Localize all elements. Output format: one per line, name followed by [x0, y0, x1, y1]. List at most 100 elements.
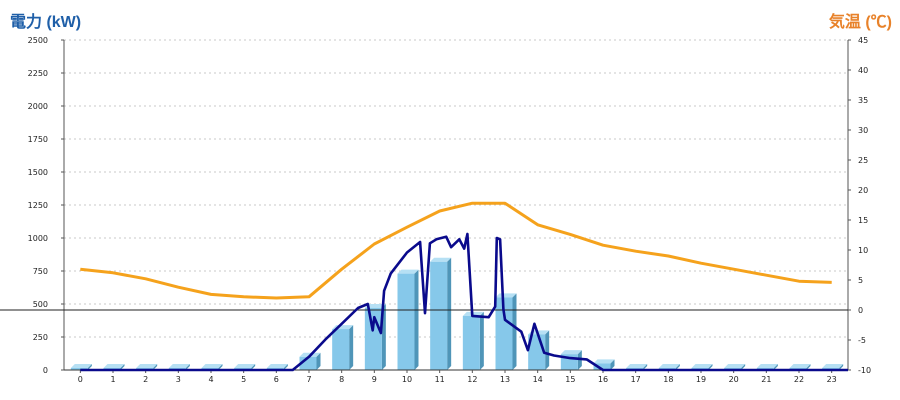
bar-top	[756, 364, 778, 368]
x-tick-label: 6	[274, 375, 279, 384]
right-tick-label: 40	[858, 66, 868, 75]
x-tick-label: 14	[533, 375, 543, 384]
bar	[430, 257, 452, 370]
x-tick-label: 22	[794, 375, 804, 384]
bar-side	[773, 364, 778, 370]
bar	[593, 359, 615, 370]
x-tick-label: 12	[467, 375, 477, 384]
bar-face	[495, 297, 513, 370]
bar	[560, 350, 582, 370]
left-tick-label: 1000	[28, 234, 48, 243]
bar	[397, 269, 419, 370]
x-tick-label: 19	[696, 375, 706, 384]
bar-top	[822, 364, 844, 368]
bar-top	[789, 364, 811, 368]
bar-side	[479, 311, 484, 370]
right-tick-label: 35	[858, 96, 868, 105]
bar	[462, 311, 484, 370]
x-tick-label: 10	[402, 375, 412, 384]
x-tick-label: 5	[241, 375, 246, 384]
bar-side	[447, 257, 452, 370]
left-tick-label: 1750	[28, 135, 48, 144]
right-tick-label: -5	[858, 336, 866, 345]
bar-top	[397, 269, 419, 274]
x-tick-label: 15	[565, 375, 575, 384]
bar-top	[364, 303, 386, 308]
bar-side	[283, 364, 288, 370]
bar-side	[643, 364, 648, 370]
x-tick-label: 23	[827, 375, 837, 384]
bar-top	[430, 257, 452, 262]
bar	[528, 330, 550, 370]
bar-side	[87, 364, 92, 370]
right-tick-label: 30	[858, 126, 868, 135]
bar-side	[512, 293, 517, 370]
left-tick-label: 2250	[28, 69, 48, 78]
x-tick-label: 2	[143, 375, 148, 384]
bar-side	[675, 364, 680, 370]
bar	[495, 293, 517, 370]
bar-side	[545, 330, 550, 370]
left-tick-label: 2000	[28, 102, 48, 111]
x-tick-label: 20	[729, 375, 739, 384]
bar-side	[349, 325, 354, 370]
left-tick-label: 2500	[28, 36, 48, 45]
x-tick-label: 0	[78, 375, 83, 384]
bar-top	[560, 350, 582, 355]
bar-top	[234, 364, 256, 368]
bar-top	[593, 359, 615, 364]
right-tick-label: 25	[858, 156, 868, 165]
bars	[70, 257, 844, 370]
bar-face	[593, 363, 611, 370]
lines	[80, 201, 848, 372]
power-line	[80, 232, 848, 372]
bar-side	[806, 364, 811, 370]
x-tick-label: 13	[500, 375, 510, 384]
left-axis-title: 電力 (kW)	[10, 14, 82, 31]
right-tick-label: -10	[858, 366, 871, 375]
x-tick-label: 21	[761, 375, 771, 384]
right-axis-title: 気温 (℃)	[828, 14, 892, 31]
bar-side	[610, 359, 615, 370]
bar-side	[414, 269, 419, 370]
right-tick-label: 0	[858, 306, 863, 315]
bar-face	[70, 368, 88, 370]
right-tick-label: 10	[858, 246, 868, 255]
left-tick-label: 1250	[28, 201, 48, 210]
bar-side	[153, 364, 158, 370]
bar-side	[185, 364, 190, 370]
x-tick-label: 7	[306, 375, 311, 384]
bar-face	[462, 315, 480, 370]
left-tick-label: 1500	[28, 168, 48, 177]
x-tick-label: 8	[339, 375, 344, 384]
bar-top	[724, 364, 746, 368]
bar	[332, 325, 354, 370]
x-tick-label: 17	[631, 375, 641, 384]
right-tick-label: 5	[858, 276, 863, 285]
x-tick-label: 4	[208, 375, 213, 384]
bar-top	[626, 364, 648, 368]
x-tick-label: 1	[110, 375, 115, 384]
x-tick-label: 18	[663, 375, 673, 384]
right-tick-label: 45	[858, 36, 868, 45]
bar-top	[168, 364, 190, 368]
bar-side	[218, 364, 223, 370]
x-tick-label: 16	[598, 375, 608, 384]
bar-side	[316, 352, 321, 370]
bar-top	[70, 364, 92, 368]
left-tick-label: 250	[33, 333, 48, 342]
left-tick-label: 750	[33, 267, 48, 276]
bar	[70, 364, 92, 370]
bar-face	[430, 261, 448, 370]
axes: 0 250 5 0 0 750 1000 1250 1500 1750 2000 2250 2500 -1…	[0, 36, 871, 384]
bar-face	[397, 273, 415, 370]
grid	[64, 39, 848, 338]
bar-side	[708, 364, 713, 370]
left-tick-label: 0	[43, 366, 48, 375]
bar-side	[251, 364, 256, 370]
bar-top	[495, 293, 517, 298]
x-tick-label: 9	[372, 375, 377, 384]
x-tick-label: 3	[176, 375, 181, 384]
bar-top	[691, 364, 713, 368]
